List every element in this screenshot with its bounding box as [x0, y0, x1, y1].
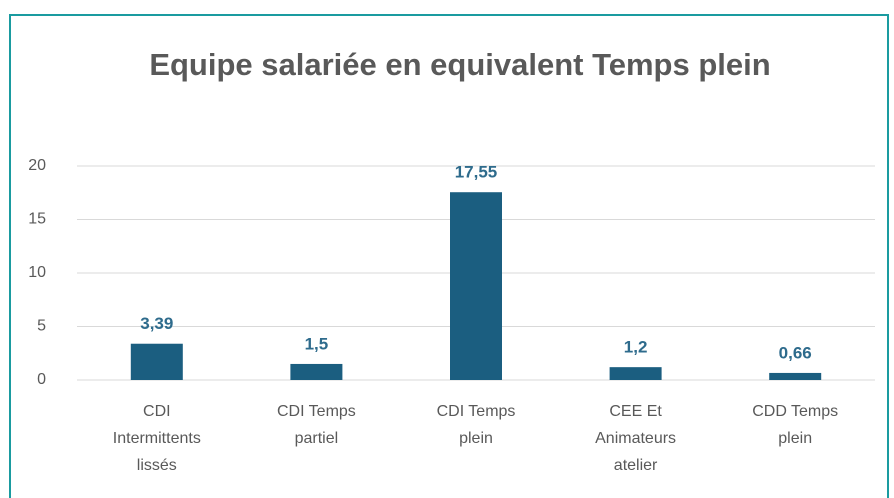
bar: [769, 372, 822, 380]
y-tick-label: 10: [28, 264, 46, 281]
y-tick-label: 0: [37, 371, 46, 388]
x-tick-label: CDD Temps plein: [752, 403, 839, 447]
bar: [450, 192, 502, 380]
chart-title: Equipe salariée en equivalent Temps plei…: [149, 47, 771, 82]
value-label: 17,55: [455, 163, 498, 182]
x-tick-label: CDI Temps plein: [436, 403, 516, 447]
y-tick-label: 15: [28, 211, 46, 228]
value-label: 1,2: [624, 338, 648, 357]
chart-border: [9, 14, 889, 498]
bar: [130, 343, 183, 380]
x-tick-label: CDI Temps partiel: [276, 403, 356, 447]
x-tick-label: CDI Intermittents lissés: [112, 403, 201, 474]
value-label: 3,39: [140, 314, 173, 333]
value-label: 0,66: [779, 343, 812, 362]
x-tick-label: CEE Et Animateurs atelier: [595, 403, 677, 474]
bar: [609, 367, 662, 380]
y-tick-label: 20: [28, 157, 46, 174]
y-tick-label: 5: [37, 318, 46, 335]
value-label: 1,5: [305, 334, 329, 353]
bar: [290, 363, 343, 380]
